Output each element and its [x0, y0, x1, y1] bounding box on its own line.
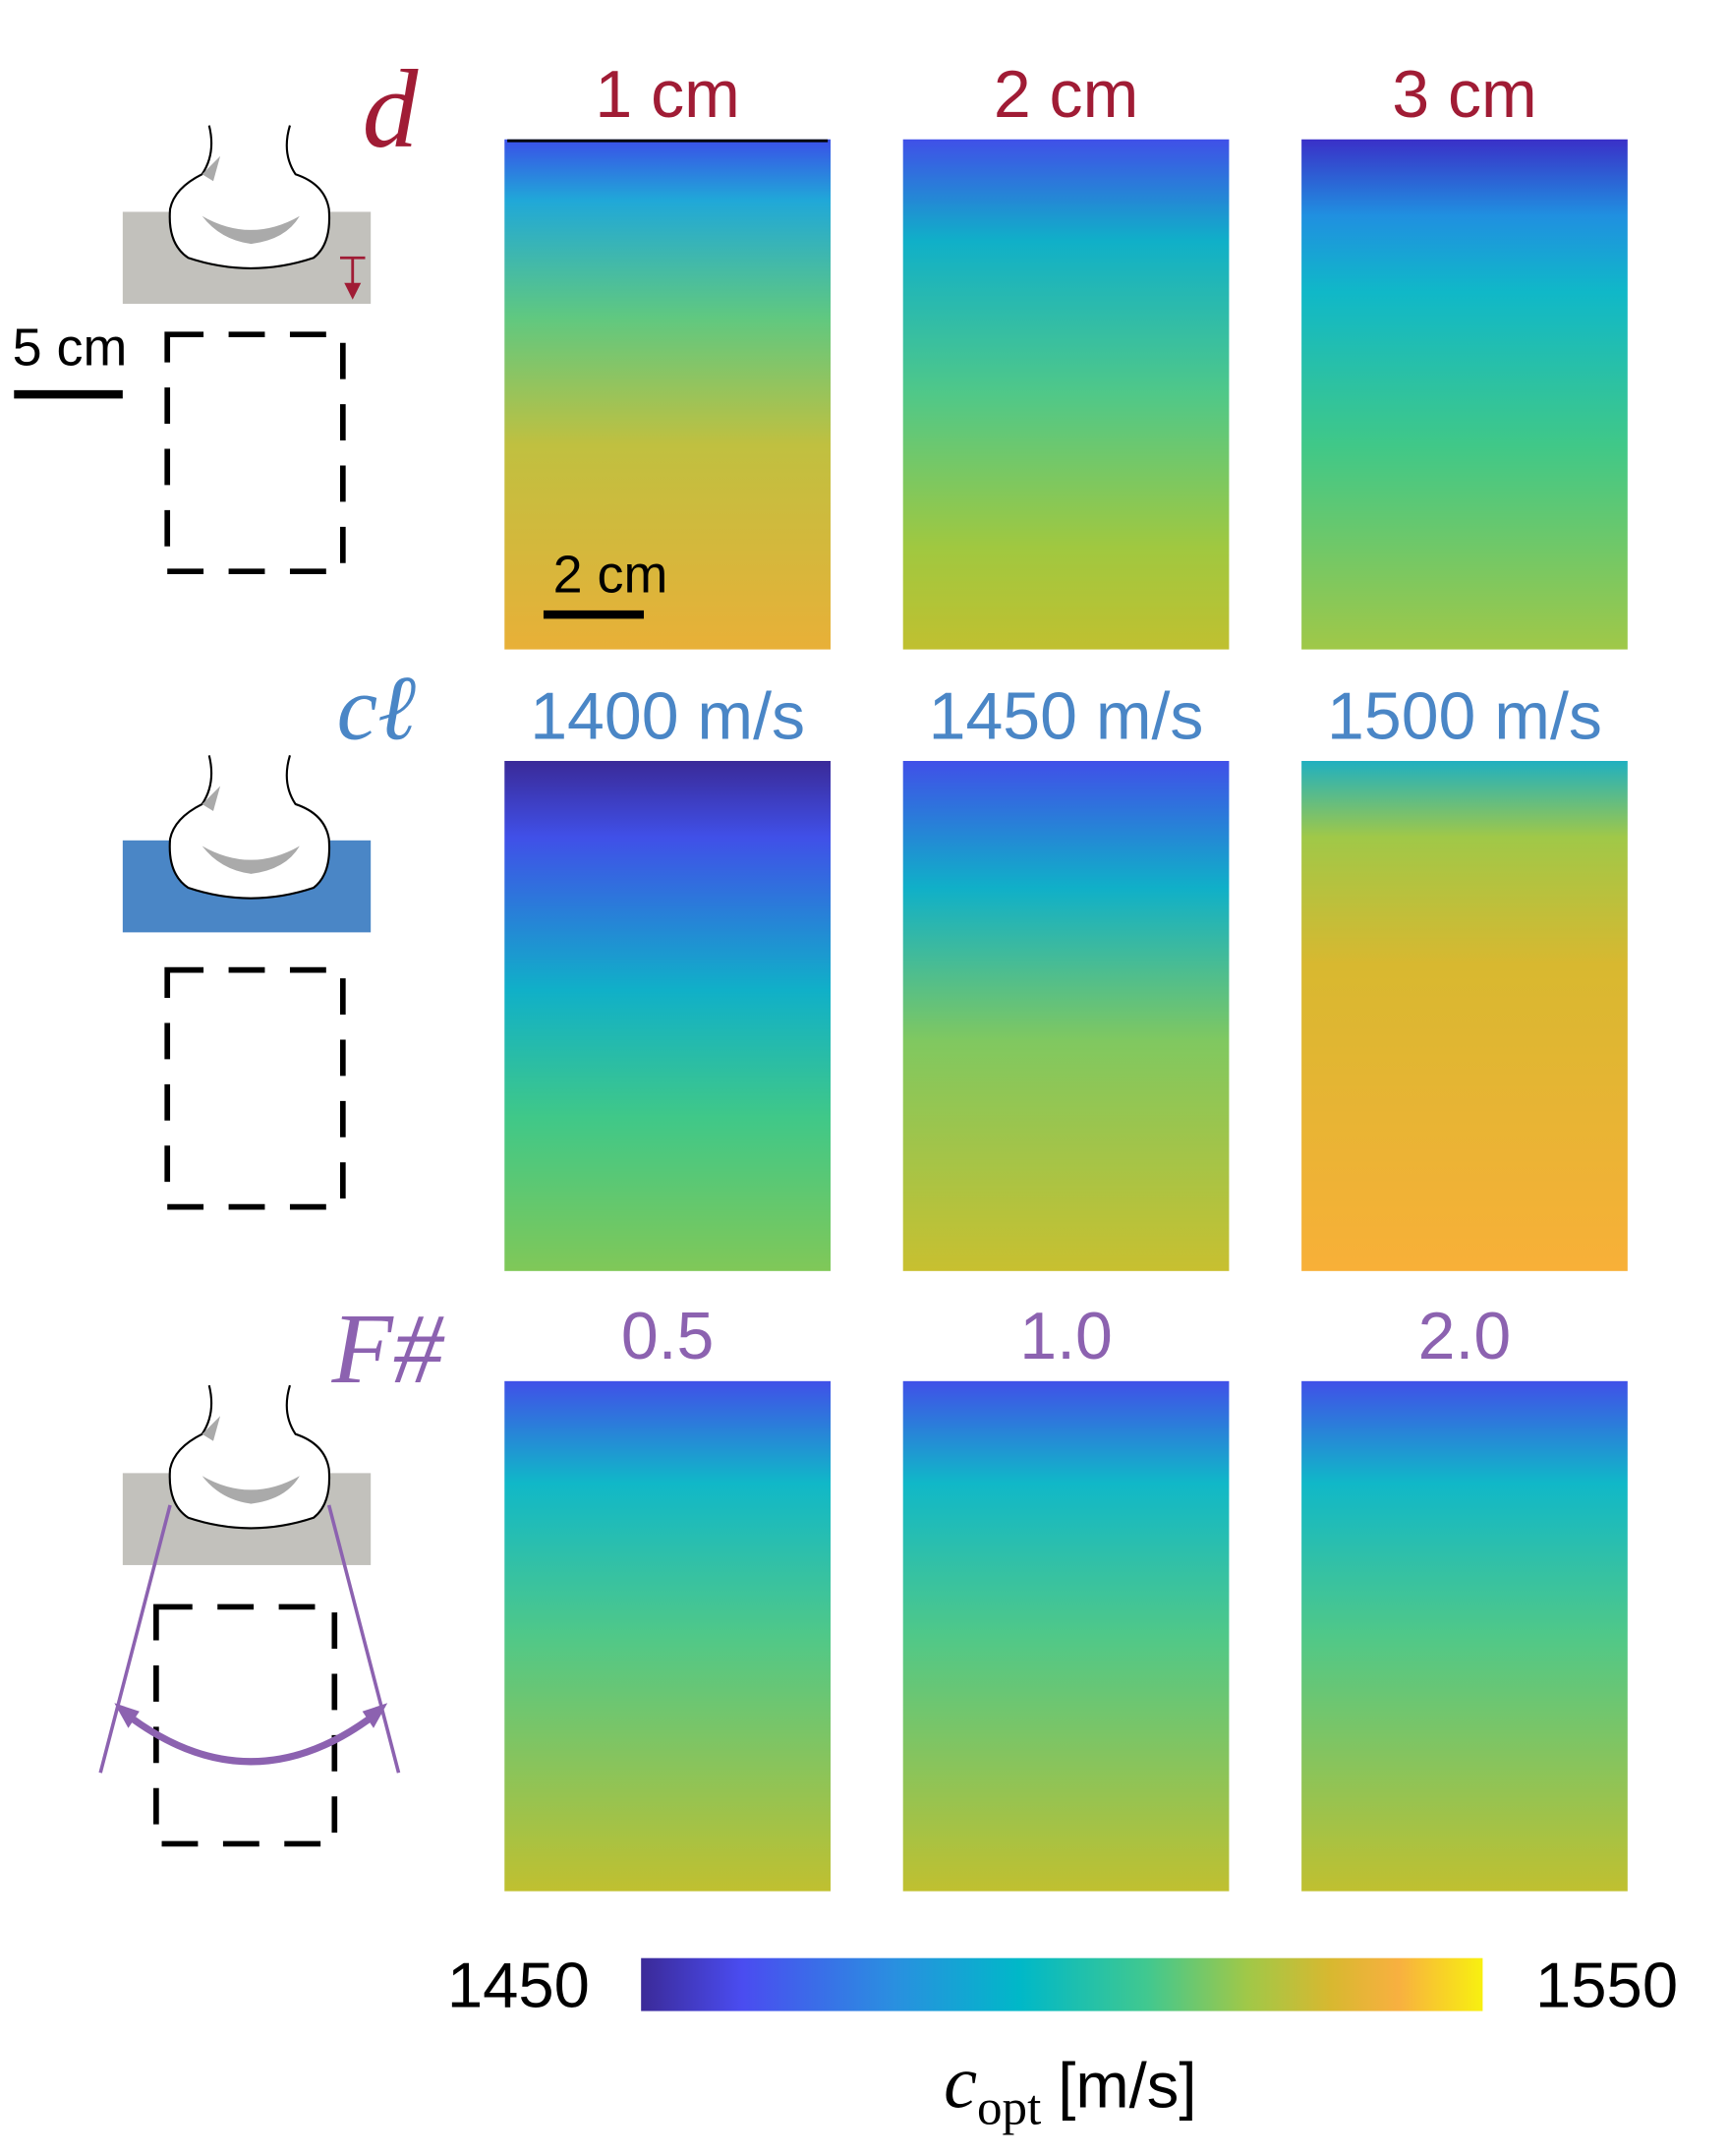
roi-box [153, 1603, 338, 1847]
heatmap [504, 139, 831, 650]
subscript: opt [977, 2080, 1041, 2135]
column-label: 1400 m/s [530, 678, 805, 753]
row-label: F# [331, 1294, 445, 1405]
column-label: 1500 m/s [1327, 678, 1602, 753]
colorbar-min: 1450 [447, 1949, 590, 2020]
heatmap [504, 761, 831, 1271]
probe [168, 754, 331, 900]
aperture-arc [120, 1708, 381, 1766]
row-label: d [363, 47, 419, 171]
symbol: c [944, 2040, 977, 2124]
scale-label: 5 cm [13, 318, 128, 377]
roi-box [164, 331, 346, 575]
column-label: 2 cm [994, 57, 1138, 132]
heatmap [1301, 761, 1628, 1271]
scale-label: 2 cm [553, 545, 668, 604]
column-label: 3 cm [1392, 57, 1536, 132]
roi-box [164, 966, 346, 1210]
aperture-line [98, 1504, 172, 1774]
panels: d 1 cm 2 cm 3 cm cℓ 1400 m/s 1450 m/s 1500 m/s F… [331, 47, 1628, 1892]
heatmap [1301, 1380, 1628, 1892]
heatmap [1301, 139, 1628, 650]
column-label: 0.5 [621, 1299, 715, 1373]
probe [168, 1384, 331, 1530]
heatmap [504, 1380, 831, 1892]
heatmap [902, 1380, 1230, 1892]
column-label: 1450 m/s [929, 678, 1204, 753]
column-label: 1 cm [595, 57, 739, 132]
aperture-line [326, 1504, 401, 1774]
heatmap [902, 139, 1230, 650]
colorbar-label: copt [m/s] [944, 2040, 1196, 2135]
colorbar [641, 1957, 1483, 2011]
unit: [m/s] [1058, 2049, 1196, 2121]
colorbar-max: 1550 [1535, 1949, 1678, 2020]
heatmap [902, 761, 1230, 1271]
column-label: 2.0 [1418, 1299, 1512, 1373]
probe [168, 124, 331, 269]
row-label: cℓ [337, 658, 417, 759]
column-label: 1.0 [1019, 1299, 1113, 1373]
